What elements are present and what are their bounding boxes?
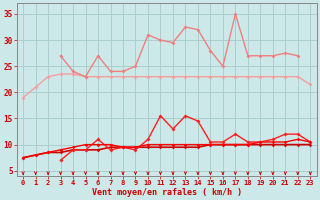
X-axis label: Vent moyen/en rafales ( km/h ): Vent moyen/en rafales ( km/h ) (92, 188, 242, 197)
